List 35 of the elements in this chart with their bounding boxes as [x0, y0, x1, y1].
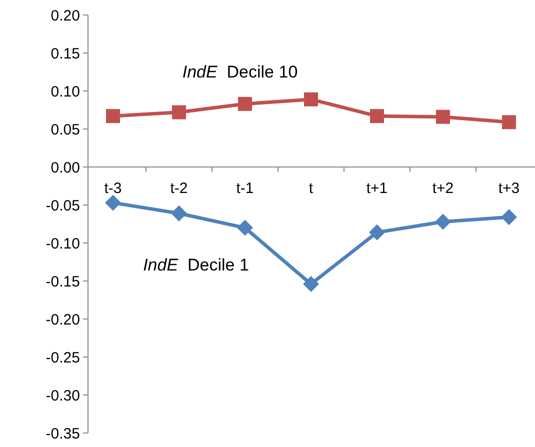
x-tick-label: t-2	[170, 180, 188, 197]
y-tick-label: 0.10	[50, 83, 80, 100]
x-tick-label: t+2	[432, 180, 454, 197]
point	[105, 194, 121, 211]
series-label: IndE Decile 1	[143, 255, 249, 274]
x-tick-label: t	[308, 180, 314, 197]
point	[237, 220, 253, 236]
point	[303, 276, 319, 292]
point	[172, 105, 186, 120]
point	[435, 214, 451, 230]
point	[501, 209, 517, 226]
point	[106, 109, 120, 124]
y-tick-label: -0.15	[46, 273, 80, 290]
y-tick-label: -0.10	[46, 235, 80, 252]
y-tick-label: 0.15	[50, 45, 80, 62]
point	[171, 205, 187, 222]
x-tick-label: t-1	[236, 180, 254, 197]
y-tick-label: 0.05	[50, 121, 80, 138]
point	[369, 224, 385, 240]
y-tick-label: -0.05	[46, 197, 80, 214]
y-tick-label: -0.25	[46, 349, 80, 366]
y-tick-label: -0.35	[46, 425, 80, 442]
series-label: IndE Decile 10	[182, 62, 298, 82]
point	[370, 109, 384, 124]
y-tick-label: 0.20	[50, 7, 80, 24]
y-tick-label: -0.30	[46, 387, 80, 404]
y-tick-label: 0.00	[50, 159, 80, 176]
point	[238, 96, 252, 111]
point	[436, 110, 450, 124]
y-tick-label: -0.20	[46, 311, 80, 328]
point	[304, 92, 318, 106]
x-tick-label: t-3	[104, 180, 122, 197]
point	[502, 115, 516, 130]
x-tick-label: t+3	[498, 180, 520, 197]
x-tick-label: t+1	[366, 180, 388, 197]
